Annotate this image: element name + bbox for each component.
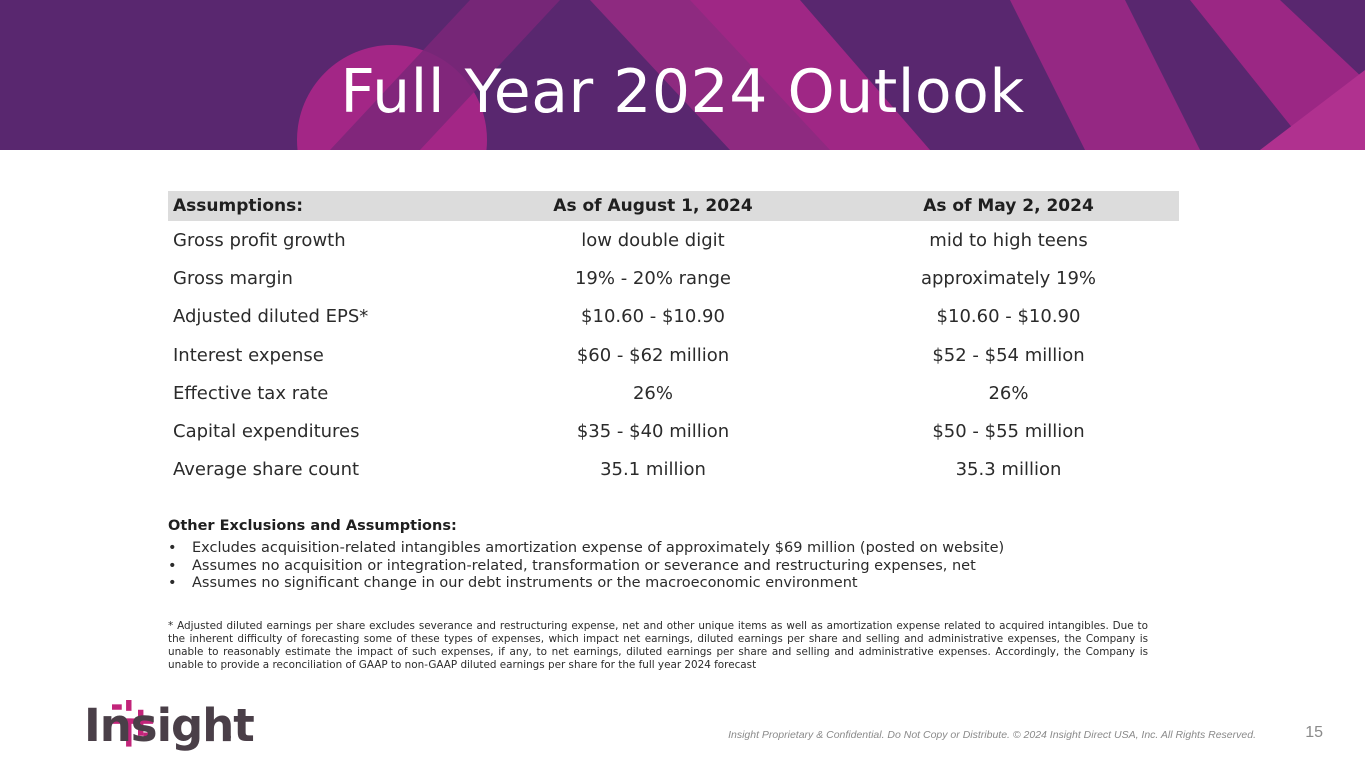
- may-value: $52 - $54 million: [932, 344, 1085, 366]
- may-value: $50 - $55 million: [932, 421, 1085, 443]
- row-label: Average share count: [173, 459, 360, 481]
- column-header-may: As of May 2, 2024: [838, 191, 1179, 221]
- list-item: • Excludes acquisition-related intangible…: [168, 540, 1179, 558]
- title-banner: [0, 0, 1365, 150]
- banner-graphic: [0, 0, 1365, 150]
- list-item-text: Excludes acquisition-related intangibles…: [192, 540, 1005, 556]
- table-row: Capital expenditures $35 - $40 million $…: [168, 412, 1179, 450]
- column-header-assumptions: Assumptions:: [168, 191, 468, 221]
- may-value: mid to high teens: [929, 229, 1088, 251]
- table-row: Effective tax rate 26% 26%: [168, 374, 1179, 412]
- insight-logo-text: Insight: [84, 699, 255, 752]
- august-value: 19% - 20% range: [574, 267, 731, 289]
- table-row: Average share count 35.1 million 35.3 mi…: [168, 451, 1179, 489]
- bullet-icon: •: [168, 540, 177, 556]
- page-number: 15: [1305, 724, 1323, 741]
- list-item: • Assumes no acquisition or integration-r…: [168, 558, 1179, 576]
- august-value: $10.60 - $10.90: [581, 306, 725, 328]
- exclusions-section: Other Exclusions and Assumptions: • Exclu…: [168, 518, 1179, 593]
- august-value: $35 - $40 million: [576, 421, 730, 443]
- table-row: Gross margin 19% - 20% range approximate…: [168, 259, 1179, 297]
- list-item-text: Assumes no significant change in our deb…: [192, 575, 858, 591]
- row-label: Effective tax rate: [173, 382, 329, 404]
- table-row: Interest expense $60 - $62 million $52 -…: [168, 336, 1179, 374]
- insight-logo-icon: [112, 700, 154, 747]
- table-row: Adjusted diluted EPS* $10.60 - $10.90 $1…: [168, 298, 1179, 336]
- column-header-august: As of August 1, 2024: [468, 191, 838, 221]
- exclusions-title: Other Exclusions and Assumptions:: [168, 518, 457, 534]
- table-header-row: Assumptions: As of August 1, 2024 As of …: [168, 191, 1179, 221]
- bullet-icon: •: [168, 575, 177, 591]
- row-label: Adjusted diluted EPS*: [173, 306, 369, 328]
- registered-mark: ®: [224, 733, 232, 742]
- eps-footnote: * Adjusted diluted earnings per share ex…: [168, 620, 1148, 671]
- slide-title: Full Year 2024 Outlook: [340, 57, 1025, 127]
- may-value: $10.60 - $10.90: [936, 306, 1081, 328]
- table-row: Gross profit growth low double digit mid…: [168, 221, 1179, 259]
- outlook-table: Assumptions: As of August 1, 2024 As of …: [168, 191, 1179, 489]
- row-label: Gross profit growth: [173, 229, 346, 251]
- legal-notice: Insight Proprietary & Confidential. Do N…: [728, 729, 1256, 741]
- row-label: Gross margin: [173, 267, 293, 289]
- list-item: • Assumes no significant change in our de…: [168, 575, 1179, 593]
- august-value: 26%: [632, 382, 673, 404]
- august-value: $60 - $62 million: [576, 344, 730, 366]
- list-item-text: Assumes no acquisition or integration-re…: [192, 557, 976, 574]
- may-value: 26%: [988, 382, 1029, 404]
- row-label: Interest expense: [173, 344, 324, 366]
- exclusions-list: • Excludes acquisition-related intangible…: [168, 540, 1179, 593]
- august-value: low double digit: [581, 229, 725, 251]
- august-value: 35.1 million: [600, 459, 706, 481]
- bullet-icon: •: [168, 557, 177, 574]
- row-label: Capital expenditures: [173, 421, 360, 443]
- may-value: approximately 19%: [920, 267, 1097, 289]
- may-value: 35.3 million: [955, 459, 1062, 481]
